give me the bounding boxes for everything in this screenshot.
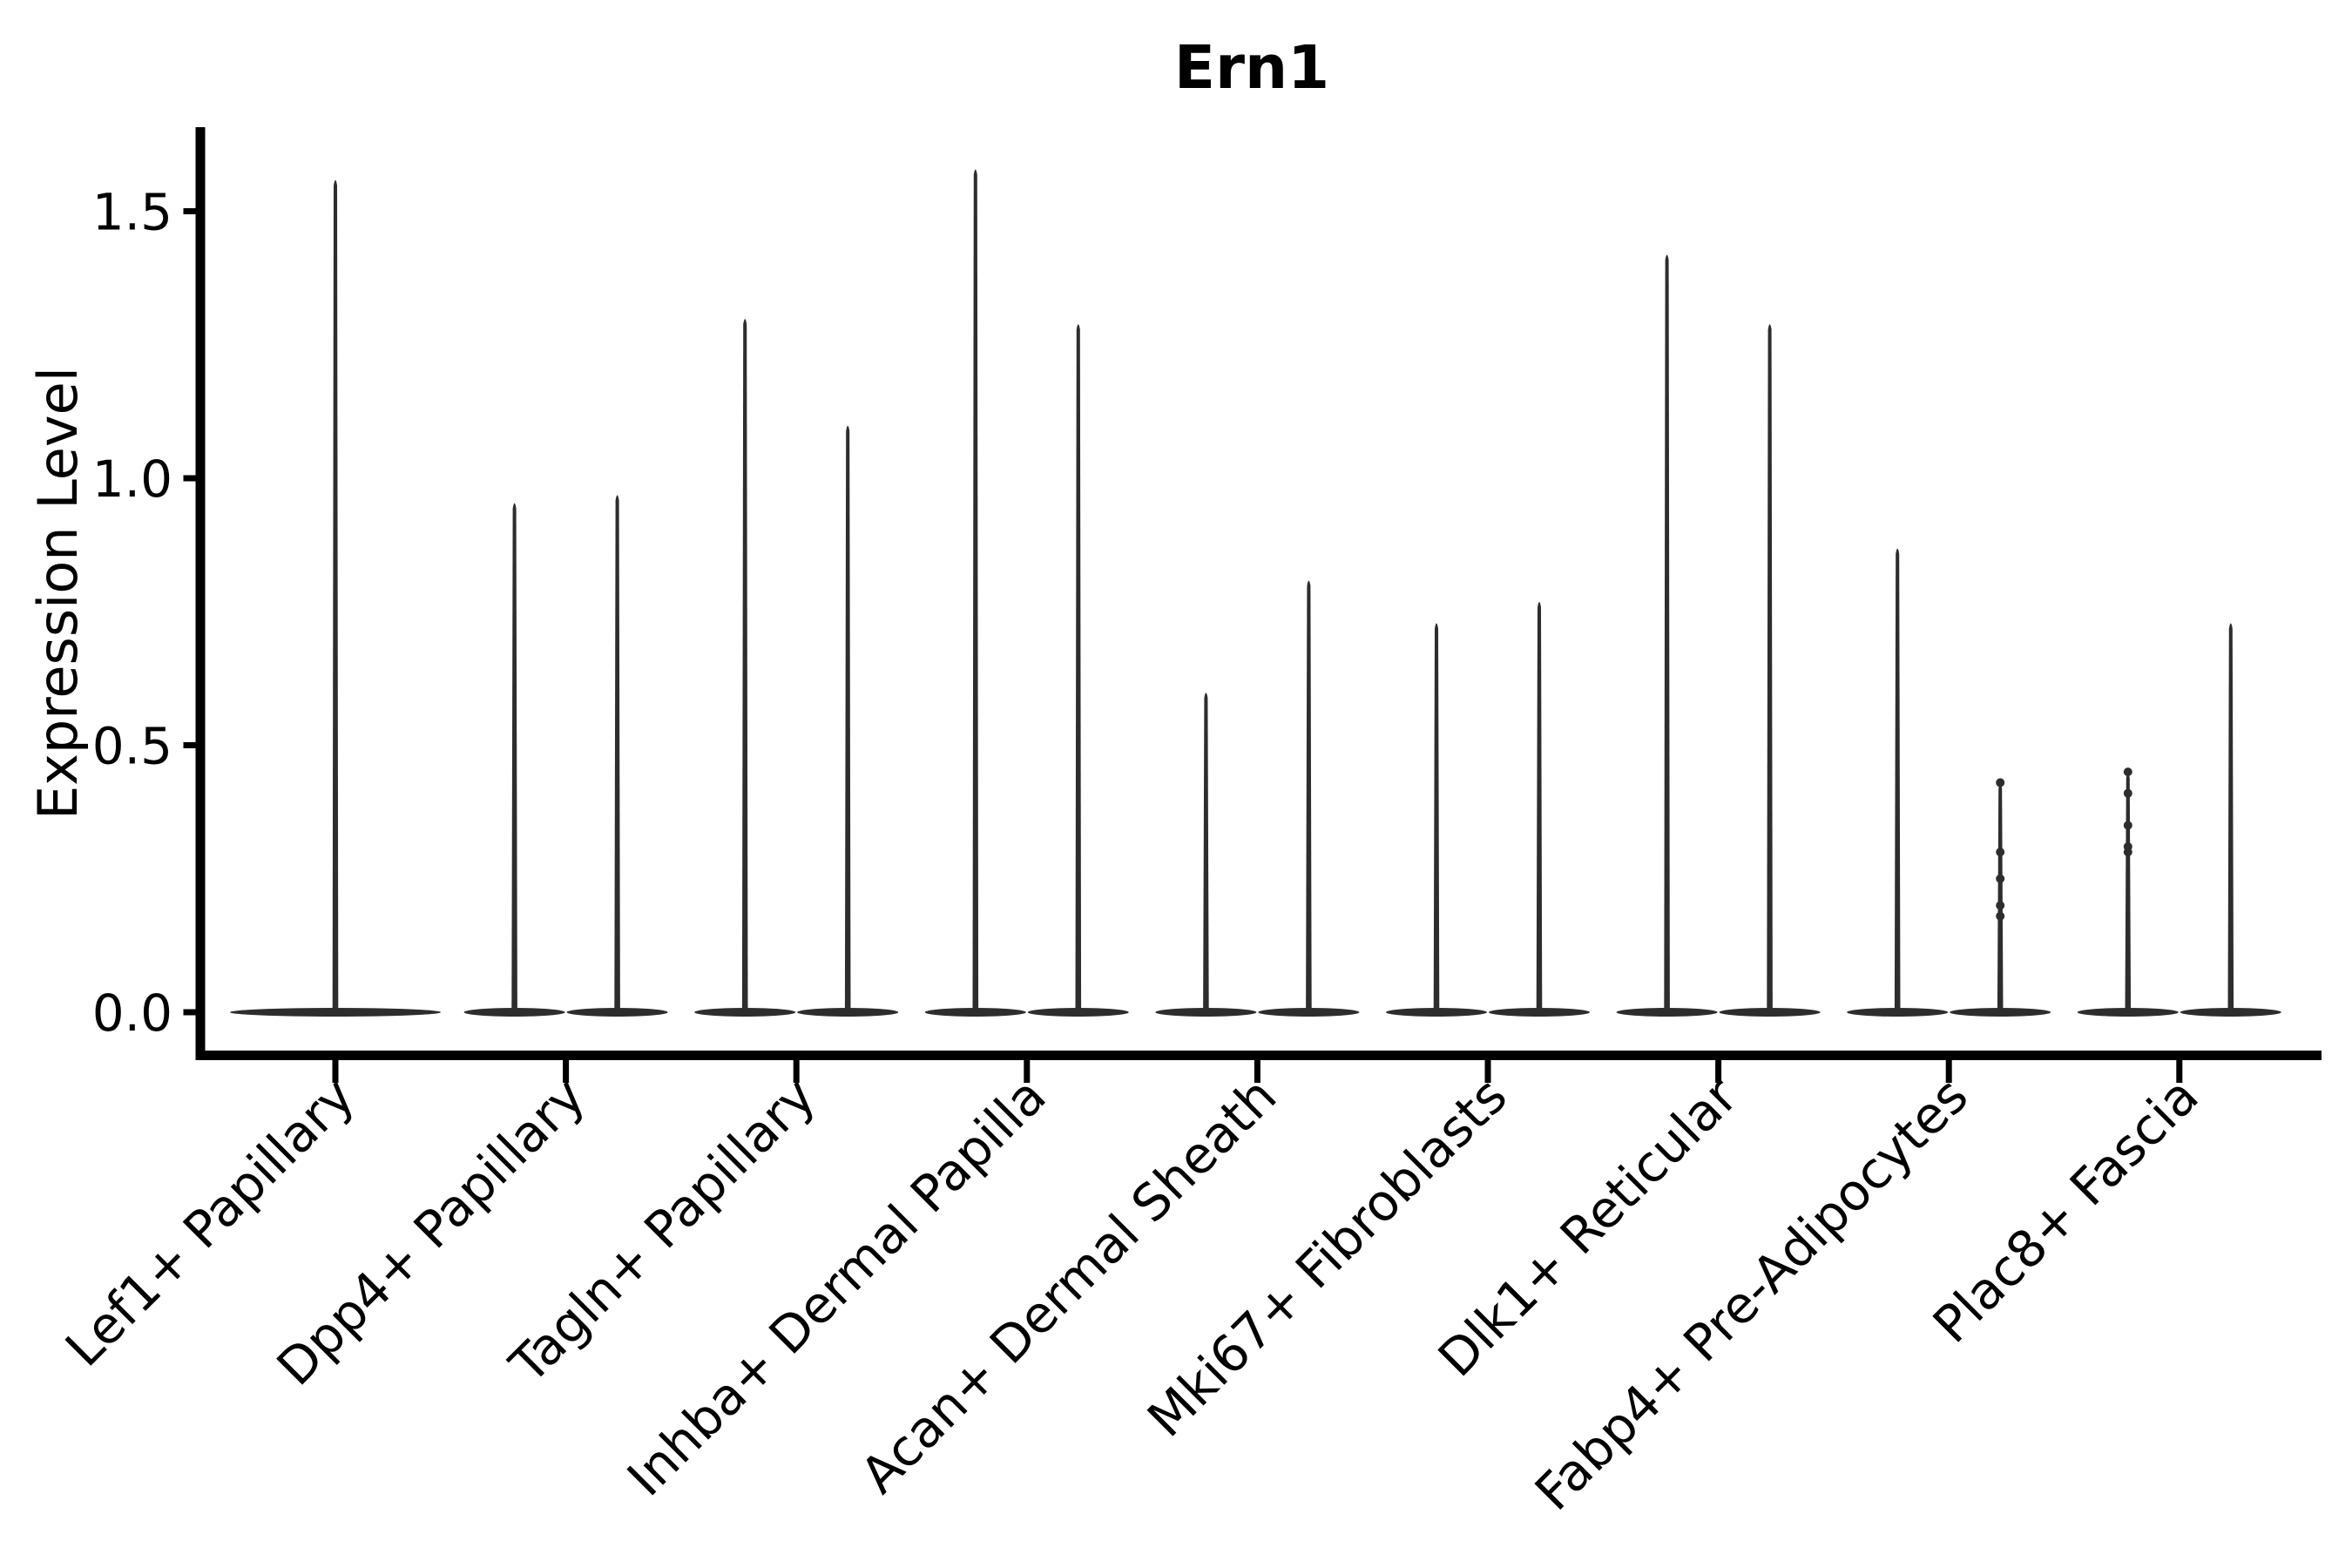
expression-point xyxy=(1996,778,2005,787)
violin-spike xyxy=(741,319,748,1013)
y-tick-labels: 0.0 0.5 1.0 1.5 xyxy=(92,183,172,1044)
x-axis-category-label: Fabp4+ Pre-Adipocytes xyxy=(1524,1066,1979,1522)
violin-category-7 xyxy=(1616,254,1821,1017)
expression-point xyxy=(2123,848,2132,857)
y-tick-label: 0.5 xyxy=(92,717,172,776)
violin-category-6 xyxy=(1386,601,1590,1017)
x-tick-mark xyxy=(1715,1060,1722,1083)
violin-spike xyxy=(972,169,979,1012)
violin-spike xyxy=(1664,254,1670,1012)
y-tick-mark xyxy=(183,475,196,482)
x-tick-mark xyxy=(793,1060,800,1083)
y-axis-label: Expression Level xyxy=(26,367,90,820)
x-axis-spine xyxy=(195,1051,2322,1060)
chart-title: Ern1 xyxy=(1174,33,1329,103)
x-tick-mark xyxy=(332,1060,339,1083)
x-tick-mark xyxy=(1945,1060,1952,1083)
expression-point xyxy=(2123,767,2132,777)
violin-category-4 xyxy=(924,169,1129,1017)
violin-spike xyxy=(844,425,851,1012)
violin-spike xyxy=(1075,324,1082,1013)
y-tick-label: 1.0 xyxy=(92,449,172,509)
y-tick-mark xyxy=(183,742,196,748)
violin-category-2 xyxy=(463,495,668,1017)
y-axis-spine xyxy=(195,127,206,1060)
expression-point xyxy=(2123,788,2132,798)
x-tick-mark xyxy=(1254,1060,1260,1083)
violin-spike xyxy=(614,495,620,1012)
expression-point xyxy=(1996,901,2005,910)
violin-category-3 xyxy=(694,319,899,1017)
violin-category-5 xyxy=(1155,580,1360,1017)
violin-spike xyxy=(1997,783,2004,1012)
y-tick-label: 1.5 xyxy=(92,183,172,242)
violin-spike xyxy=(1306,580,1312,1012)
y-tick-mark xyxy=(183,1009,196,1016)
x-tick-mark xyxy=(1484,1060,1491,1083)
axes xyxy=(183,127,2322,1083)
violin-spike xyxy=(2227,623,2234,1012)
x-axis-category-label: Inhba+ Dermal Papilla xyxy=(616,1066,1058,1508)
y-tick-mark xyxy=(183,208,196,214)
violin-spike xyxy=(1767,324,1773,1013)
violin-spike xyxy=(332,179,339,1013)
y-tick-label: 0.0 xyxy=(92,983,172,1043)
x-tick-mark xyxy=(2176,1060,2183,1083)
violin-spike xyxy=(2125,773,2132,1012)
violin-spike xyxy=(1203,693,1209,1012)
violin-category-9 xyxy=(2077,623,2281,1017)
expression-point xyxy=(1996,848,2005,857)
expression-point xyxy=(1996,911,2005,921)
violin-category-1 xyxy=(230,179,441,1017)
x-tick-mark xyxy=(563,1060,570,1083)
violin-category-8 xyxy=(1847,548,2051,1017)
x-tick-mark xyxy=(1024,1060,1031,1083)
x-axis-category-label: Acan+ Dermal Sheath xyxy=(849,1066,1288,1504)
violin-spike xyxy=(1433,623,1440,1012)
violin-spike xyxy=(1894,548,1901,1012)
violin-spike xyxy=(511,503,517,1012)
expression-point xyxy=(1996,874,2005,883)
violins-group xyxy=(230,169,2281,1017)
violin-spike xyxy=(1536,601,1543,1012)
expression-point xyxy=(2123,821,2132,830)
